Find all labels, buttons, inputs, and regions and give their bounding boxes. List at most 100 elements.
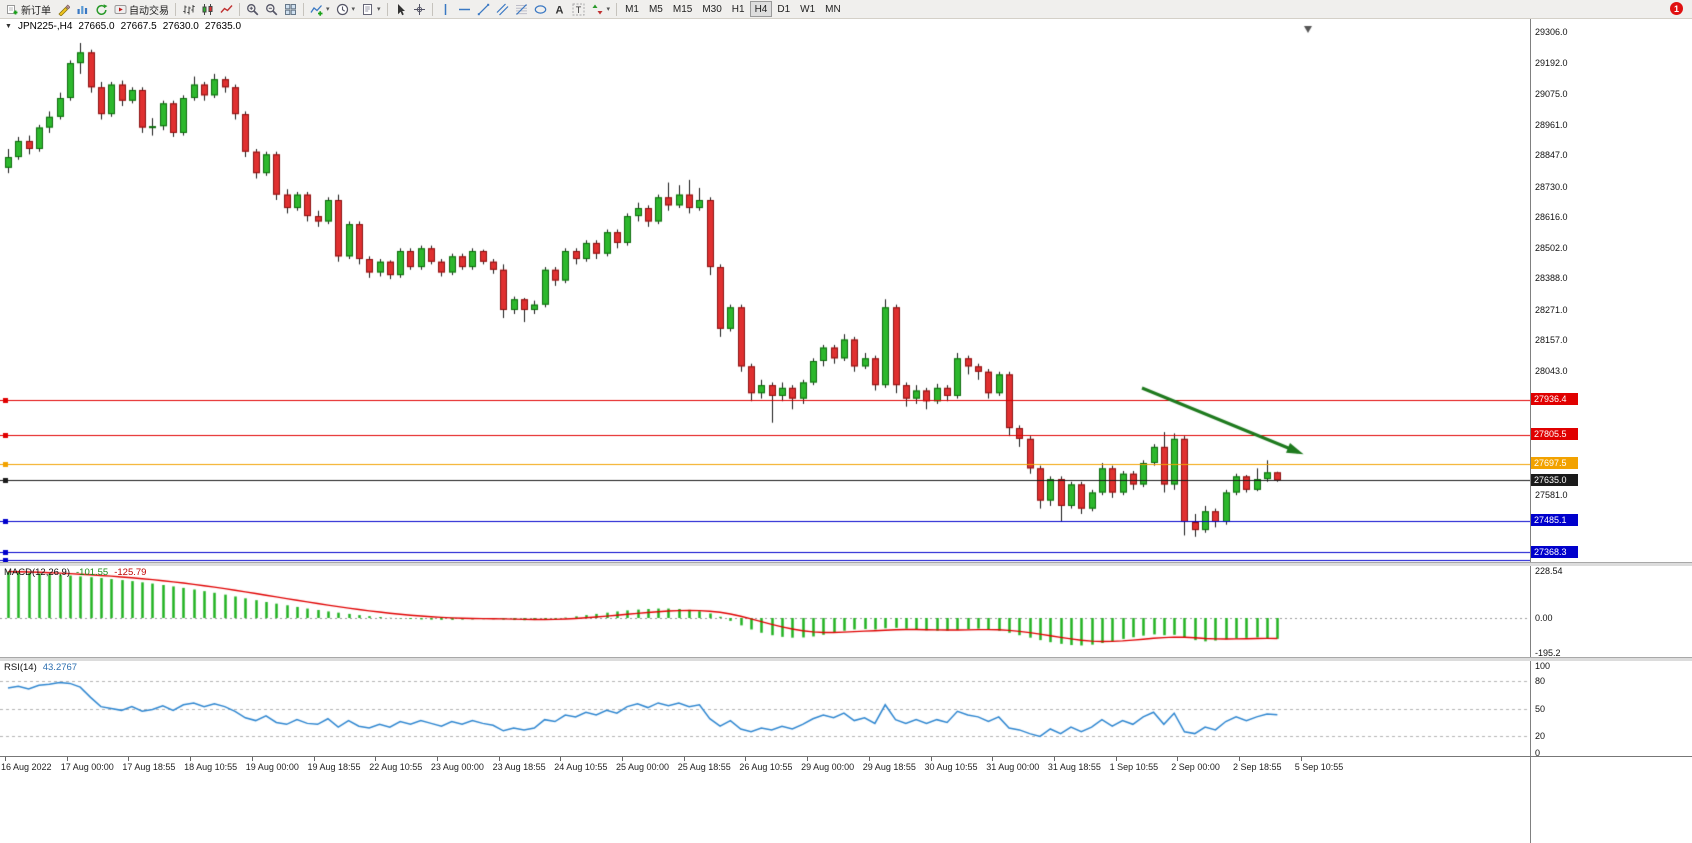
- vertical-line-button[interactable]: [436, 0, 455, 18]
- time-label: 5 Sep 10:55: [1294, 762, 1344, 772]
- time-tick: [992, 757, 994, 761]
- arrows-icon: [591, 3, 604, 16]
- fibonacci-button[interactable]: [512, 0, 531, 18]
- panel-splitter[interactable]: [0, 657, 1692, 661]
- equidistant-channel-button[interactable]: [493, 0, 512, 18]
- time-label: 26 Aug 10:55: [739, 762, 793, 772]
- price-tick: 28157.0: [1535, 335, 1568, 346]
- price-tick: 28271.0: [1535, 304, 1568, 315]
- label-button[interactable]: T: [569, 0, 588, 18]
- macd-canvas[interactable]: [0, 565, 1530, 657]
- main-toolbar: 新订单 自动交易 ▾ ▾ ▾ A T ▾ M1 M5 M15 M30 H1 H4 D1 W1 MN: [0, 0, 1692, 19]
- text-A-icon: A: [553, 3, 566, 16]
- crosshair-button[interactable]: [410, 0, 429, 18]
- time-label: 19 Aug 00:00: [245, 762, 299, 772]
- metaeditor-button[interactable]: [54, 0, 73, 18]
- panel-splitter[interactable]: [0, 562, 1692, 566]
- market-watch-button[interactable]: [73, 0, 92, 18]
- text-button[interactable]: A: [550, 0, 569, 18]
- tf-h1-button[interactable]: H1: [727, 1, 750, 17]
- macd-label: MACD(12,26,9) -101.55 -125.79: [4, 567, 146, 578]
- indicators-button[interactable]: ▾: [307, 0, 333, 18]
- time-tick: [66, 757, 68, 761]
- macd-scale-label: 0.00: [1535, 613, 1553, 623]
- time-label: 18 Aug 10:55: [184, 762, 238, 772]
- open-value: 27665.0: [78, 21, 115, 32]
- rsi-scale-label: 50: [1535, 703, 1546, 714]
- market-watch-icon: [76, 3, 89, 16]
- indicators-icon: [310, 3, 323, 16]
- time-label: 2 Sep 00:00: [1171, 762, 1220, 772]
- time-label: 2 Sep 18:55: [1233, 762, 1282, 772]
- price-tick: 28043.0: [1535, 365, 1568, 376]
- time-tick: [683, 757, 685, 761]
- tf-mn-button[interactable]: MN: [820, 1, 846, 17]
- price-badge: 27936.4: [1531, 393, 1578, 406]
- time-tick: [128, 757, 130, 761]
- tf-m5-button[interactable]: M5: [644, 1, 668, 17]
- autotrading-button[interactable]: 自动交易: [111, 0, 172, 18]
- time-tick: [313, 757, 315, 761]
- time-axis[interactable]: 16 Aug 2022 17 Aug 00:00 17 Aug 18:55 18 Au…: [0, 757, 1530, 781]
- editor-icon: [57, 3, 70, 16]
- rsi-value: 43.2767: [42, 662, 78, 673]
- line-chart-button[interactable]: [217, 0, 236, 18]
- candlestick-chart-button[interactable]: [198, 0, 217, 18]
- tf-d1-button[interactable]: D1: [772, 1, 795, 17]
- new-order-icon: [6, 3, 19, 16]
- macd-scale-label: 228.54: [1535, 566, 1563, 577]
- high-value: 27667.5: [120, 21, 157, 32]
- horizontal-line-button[interactable]: [455, 0, 474, 18]
- macd-value: -101.55: [76, 567, 109, 578]
- line-chart-icon: [220, 3, 233, 16]
- tf-h4-button[interactable]: H4: [749, 1, 773, 17]
- rsi-scale-label: 80: [1535, 675, 1546, 686]
- time-tick: [5, 757, 6, 761]
- tf-h1-button-label: H1: [731, 3, 745, 15]
- tf-m30-button[interactable]: M30: [697, 1, 726, 17]
- time-tick: [1115, 757, 1117, 761]
- price-tick: 28616.0: [1535, 212, 1568, 223]
- trendline-button[interactable]: [474, 0, 493, 18]
- macd-signal-value: -125.79: [114, 567, 147, 578]
- periods-button[interactable]: ▾: [333, 0, 359, 18]
- zoom-out-button[interactable]: [262, 0, 281, 18]
- rsi-canvas[interactable]: [0, 660, 1530, 756]
- hline-icon: [458, 3, 471, 16]
- svg-text:A: A: [555, 4, 563, 16]
- arrow-objects-button[interactable]: ▾: [588, 0, 614, 18]
- tf-m15-button[interactable]: M15: [668, 1, 697, 17]
- tf-d1-button-label: D1: [777, 3, 791, 15]
- price-badge: 27368.3: [1531, 545, 1578, 558]
- time-tick: [745, 757, 747, 761]
- chart-collapse-icon[interactable]: ▼: [5, 23, 12, 30]
- price-tick: 28502.0: [1535, 242, 1568, 253]
- tile-windows-button[interactable]: [281, 0, 300, 18]
- cursor-button[interactable]: [391, 0, 410, 18]
- tf-m5-button-label: M5: [648, 3, 663, 15]
- time-tick: [375, 757, 377, 761]
- time-tick: [930, 757, 932, 761]
- templates-button[interactable]: ▾: [358, 0, 384, 18]
- zoom-in-button[interactable]: [243, 0, 262, 18]
- time-label: 17 Aug 00:00: [60, 762, 114, 772]
- time-axis-border: [0, 756, 1692, 757]
- time-tick: [868, 757, 870, 761]
- refresh-button[interactable]: [92, 0, 111, 18]
- tf-m1-button[interactable]: M1: [620, 1, 644, 17]
- shapes-button[interactable]: [531, 0, 550, 18]
- price-axis[interactable]: 29306.0 29192.0 29075.0 28961.0 28847.0 28730…: [1530, 0, 1692, 843]
- tf-w1-button[interactable]: W1: [795, 1, 820, 17]
- time-label: 22 Aug 10:55: [369, 762, 423, 772]
- new-order-button[interactable]: 新订单: [3, 0, 54, 18]
- time-label: 19 Aug 18:55: [307, 762, 361, 772]
- chart-title: ▼ JPN225-,H4 27665.0 27667.5 27630.0 276…: [5, 21, 241, 32]
- price-chart-canvas[interactable]: [0, 18, 1530, 562]
- bar-chart-button[interactable]: [179, 0, 198, 18]
- time-tick: [1300, 757, 1302, 761]
- shapes-icon: [534, 3, 547, 16]
- time-tick: [1177, 757, 1179, 761]
- notification-badge[interactable]: 1: [1670, 2, 1683, 15]
- candles-icon: [201, 3, 214, 16]
